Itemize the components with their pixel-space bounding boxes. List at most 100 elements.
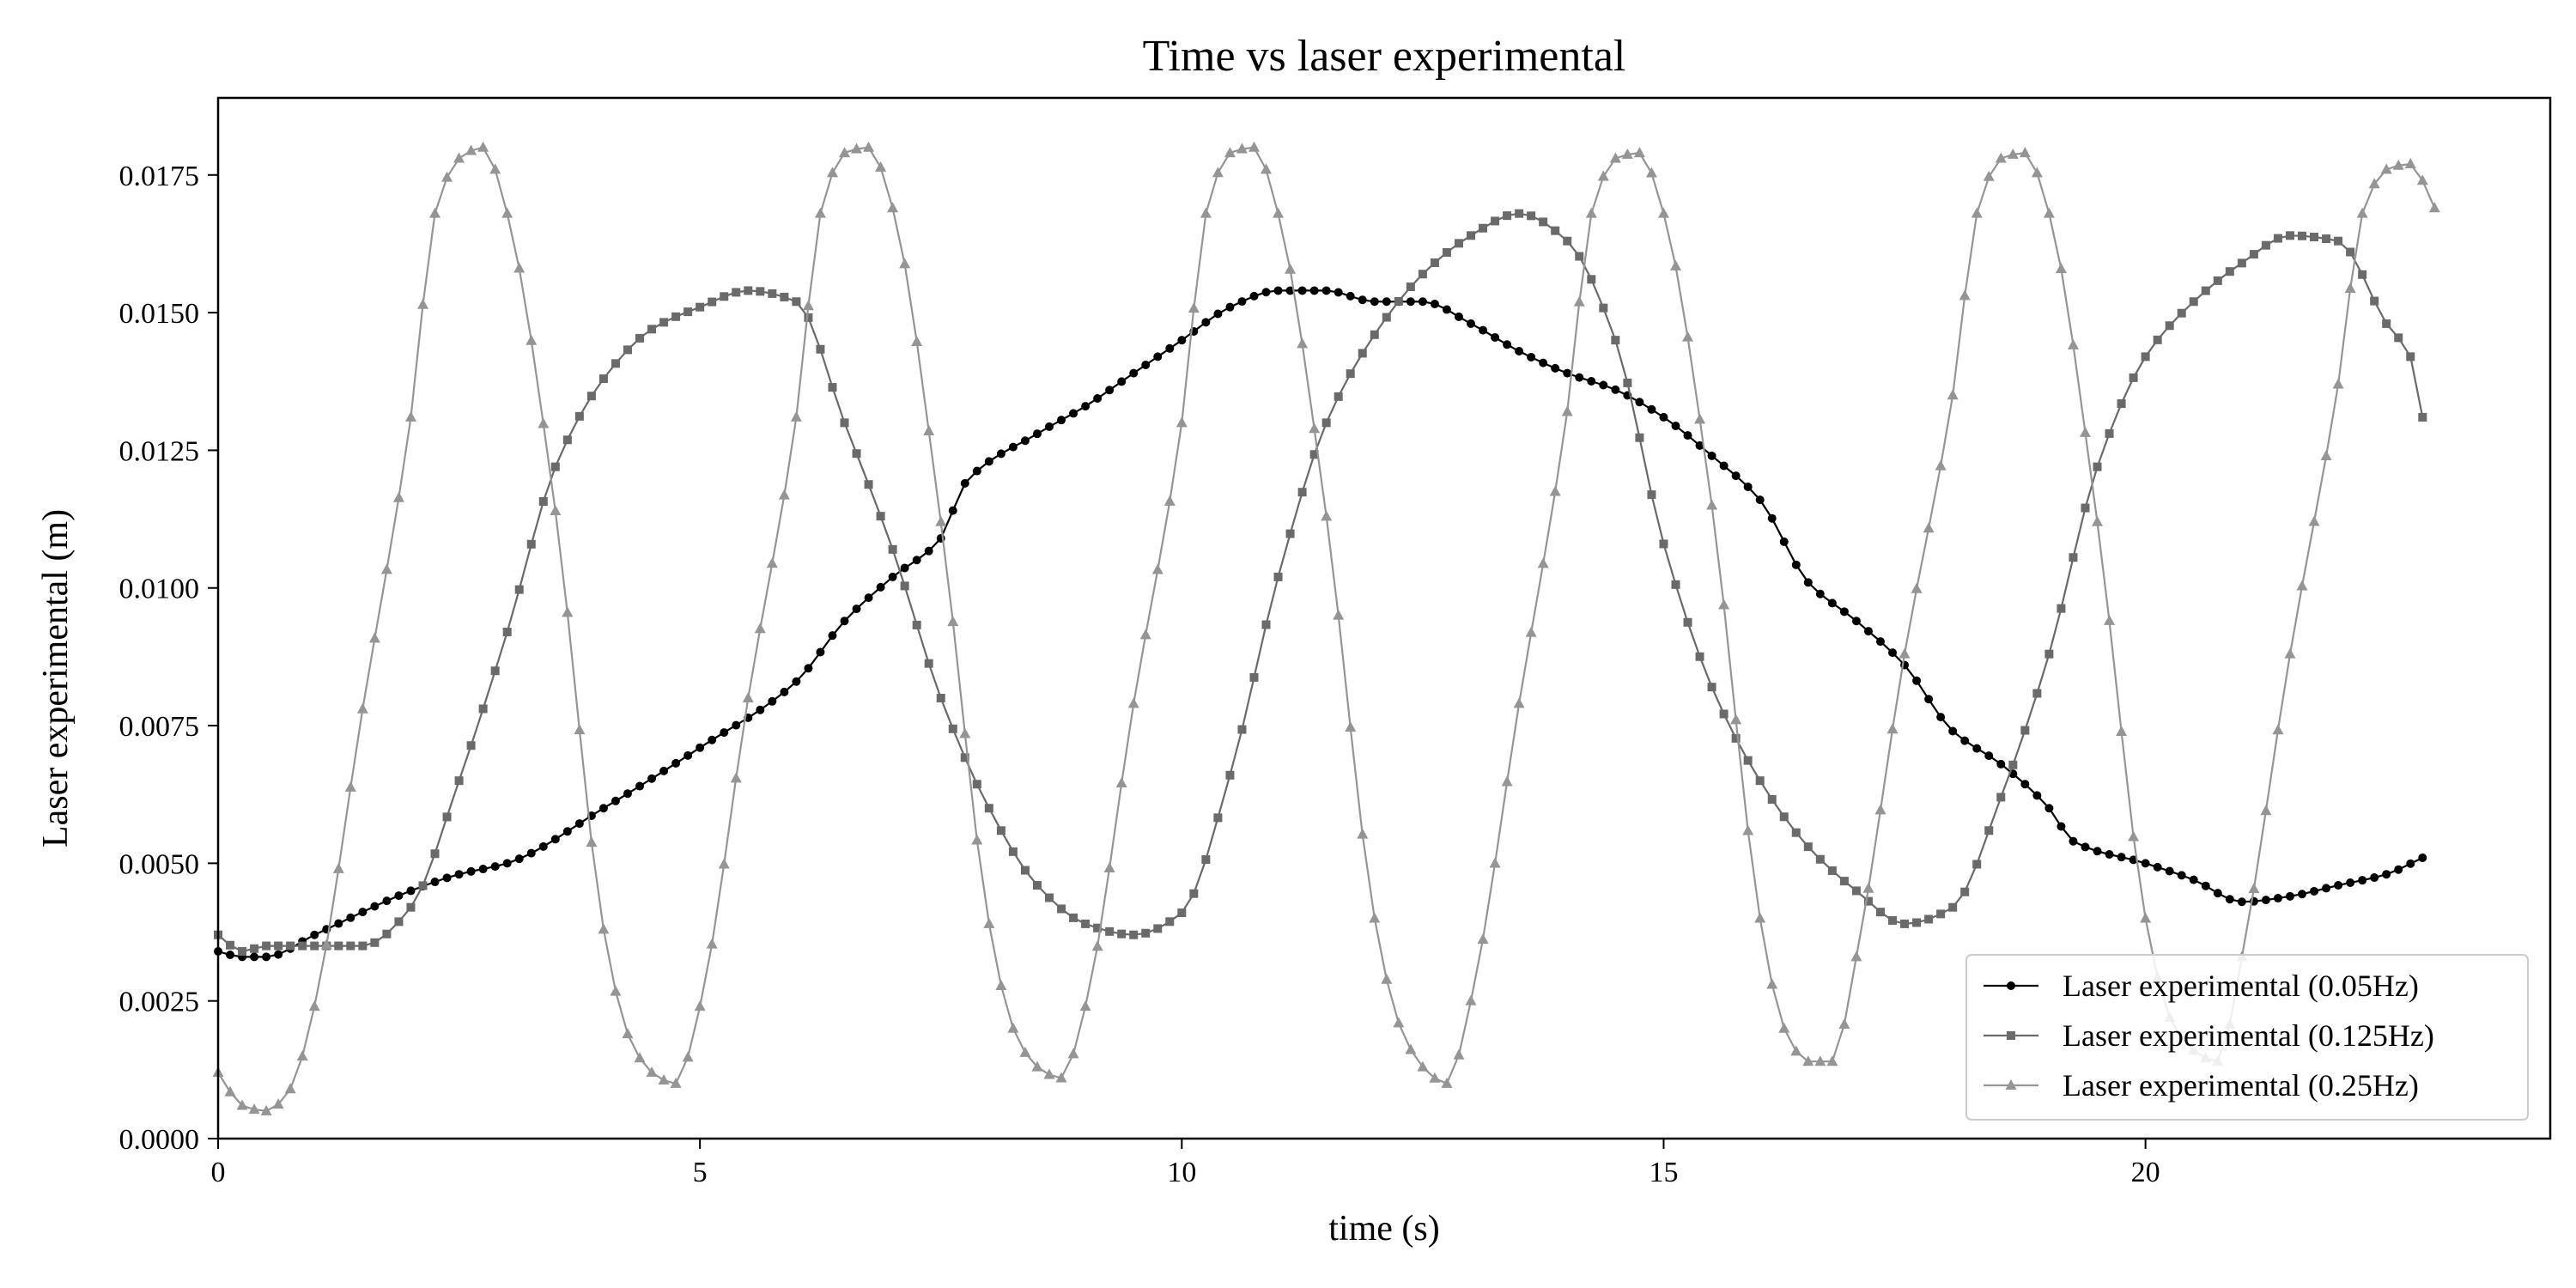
data-point	[1309, 450, 1319, 459]
legend-marker	[2005, 1079, 2017, 1090]
data-point	[1647, 490, 1656, 500]
data-point	[308, 1000, 320, 1012]
data-point	[1682, 331, 1694, 342]
x-tick-label: 15	[1649, 1157, 1678, 1188]
data-point	[562, 606, 574, 617]
data-point	[1838, 1018, 1850, 1029]
y-tick-label: 0.0025	[119, 987, 200, 1018]
data-point	[840, 617, 849, 626]
data-point	[1249, 672, 1259, 682]
data-point	[1406, 283, 1415, 292]
data-point	[1742, 824, 1754, 835]
data-point	[972, 466, 981, 476]
data-point	[466, 866, 476, 876]
data-point	[911, 335, 923, 346]
data-point	[778, 489, 790, 500]
plot-area-frame	[216, 96, 2552, 1140]
data-point	[1225, 770, 1235, 780]
data-point	[1224, 147, 1236, 158]
data-point	[513, 262, 526, 273]
data-point	[1165, 917, 1175, 927]
data-point	[1261, 620, 1271, 629]
data-point	[224, 1085, 236, 1097]
data-point	[2370, 873, 2379, 883]
data-point	[465, 144, 477, 155]
data-point	[416, 298, 428, 309]
data-point	[2201, 286, 2210, 295]
data-point	[1249, 291, 1259, 301]
y-tick-label: 0.0175	[119, 161, 200, 192]
data-point	[720, 728, 729, 738]
data-point	[2404, 157, 2416, 168]
data-point	[1321, 286, 1331, 295]
data-point	[1008, 847, 1018, 856]
data-point	[1609, 152, 1621, 163]
data-point	[1839, 877, 1849, 886]
data-point	[550, 462, 560, 471]
data-point	[358, 941, 368, 951]
data-point	[1044, 893, 1054, 902]
data-point	[574, 819, 584, 829]
data-point	[1129, 368, 1139, 378]
data-point	[1442, 247, 1451, 257]
data-point	[923, 425, 935, 436]
data-point	[1779, 812, 1789, 822]
data-point	[382, 896, 392, 906]
data-point	[646, 1066, 658, 1078]
data-point	[1153, 924, 1163, 933]
legend-label: Laser experimental (0.05Hz)	[2063, 969, 2419, 1003]
data-point	[1585, 207, 1597, 218]
data-point	[1346, 291, 1355, 301]
data-point	[262, 952, 271, 962]
data-point	[2044, 649, 2054, 659]
data-point	[1731, 733, 1741, 743]
data-point	[936, 693, 945, 702]
data-point	[1115, 777, 1127, 788]
data-point	[635, 333, 645, 343]
data-point	[1020, 866, 1030, 875]
data-point	[334, 919, 343, 928]
data-point	[802, 300, 814, 311]
data-point	[2201, 881, 2210, 890]
data-point	[1912, 676, 1922, 685]
data-point	[1007, 1022, 1019, 1033]
data-point	[538, 841, 548, 851]
data-point	[1044, 422, 1054, 431]
data-point	[647, 774, 657, 783]
data-point	[2057, 604, 2066, 613]
data-point	[768, 289, 777, 298]
data-point	[1645, 167, 1657, 178]
data-point	[562, 827, 572, 836]
data-point	[828, 631, 837, 641]
data-point	[1477, 933, 1489, 944]
legend-box	[1965, 954, 2529, 1121]
data-point	[659, 318, 669, 327]
data-point	[501, 207, 513, 218]
data-point	[1442, 305, 1451, 314]
data-point	[2117, 853, 2126, 862]
data-point	[1127, 697, 1139, 708]
data-point	[598, 923, 610, 934]
data-point	[972, 780, 981, 789]
data-point	[634, 1052, 646, 1063]
data-point	[876, 512, 885, 521]
data-point	[1105, 386, 1115, 395]
data-point	[718, 858, 730, 869]
data-point	[1189, 889, 1199, 898]
data-point	[1129, 930, 1139, 939]
data-point	[1515, 209, 1524, 218]
data-point	[430, 878, 440, 887]
data-point	[1334, 288, 1343, 297]
data-point	[2322, 884, 2331, 893]
data-point	[1597, 170, 1609, 181]
data-point	[1755, 495, 1765, 505]
data-point	[2285, 231, 2294, 240]
data-point	[358, 908, 368, 917]
data-point	[1551, 226, 1560, 235]
series-1	[214, 209, 2427, 956]
data-point	[1563, 368, 1572, 378]
data-point	[720, 292, 729, 301]
data-point	[658, 1073, 670, 1084]
data-point	[1406, 297, 1415, 307]
data-point	[1358, 295, 1367, 305]
